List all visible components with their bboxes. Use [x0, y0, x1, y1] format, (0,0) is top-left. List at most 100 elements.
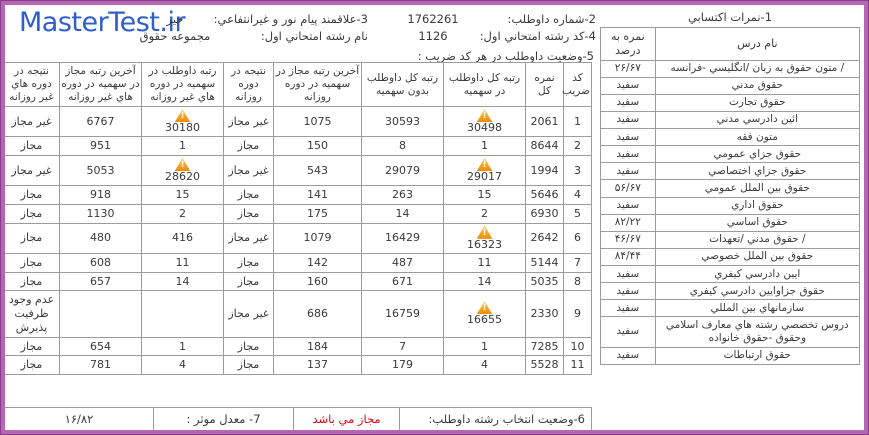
course-score: ۵۶/۶۷ [600, 179, 656, 198]
site-logo[interactable]: MasterTest.ir [19, 7, 186, 38]
course-row: حقوق اداري سفيد [600, 196, 861, 215]
result-cell: 10 [563, 336, 592, 357]
result-cell: مجاز [223, 271, 274, 292]
result-cell: 4 [563, 185, 592, 206]
course-score: سفيد [600, 316, 656, 348]
course-score: سفيد [600, 282, 656, 301]
warning-icon [174, 158, 191, 172]
result-cell: 14 [361, 204, 444, 224]
course-score: سفيد [600, 110, 656, 130]
result-cell: 2061 [525, 106, 564, 138]
column-header: رتبه داوطلب در سهميه در دوره هاي غير روز… [141, 61, 224, 108]
result-cell: مجاز [223, 204, 274, 224]
warning-icon [476, 158, 493, 172]
result-row: 5 6930 2 14 175 مجاز 2 1130 مجاز [5, 204, 592, 224]
result-row: 319942901729079543غير مجاز286205053غير م… [5, 155, 592, 187]
result-cell: 5528 [525, 355, 564, 376]
result-cell: 29017 [443, 155, 526, 187]
course-score: سفيد [600, 196, 656, 215]
result-cell: 4 [443, 355, 526, 376]
warning-icon [476, 301, 493, 315]
coefficient-status-table: كد ضريب نمره كل رتبه كل داوطلب در سهميه رتب… [5, 61, 592, 376]
result-cell: 543 [273, 155, 362, 187]
result-cell: 16655 [443, 290, 526, 338]
result-cell: مجاز [5, 204, 60, 224]
course-row: حقوق جزاي اختصاصي سفيد [600, 162, 861, 181]
result-cell: 30180 [141, 106, 224, 138]
course-score: سفيد [600, 76, 656, 95]
column-header: رتبه كل داوطلب در سهميه [443, 61, 526, 108]
result-cell: 7 [361, 336, 444, 357]
result-cell: مجاز [5, 185, 60, 206]
result-row: 7 5144 11 487 142 مجاز 11 608 مجاز [5, 252, 592, 273]
result-cell: 5 [563, 204, 592, 224]
result-cell: 1 [443, 136, 526, 157]
warning-icon [174, 109, 191, 123]
result-cell: 16429 [361, 222, 444, 254]
result-cell: 15 [141, 185, 224, 206]
result-cell: 16759 [361, 290, 444, 338]
result-cell: 28620 [141, 155, 224, 187]
course-name: حقوق اساسي [654, 213, 861, 232]
warning-rank-cell: 30180 [143, 109, 222, 134]
rank-value: 29017 [467, 170, 502, 184]
field-choice-status-value: مجاز مي باشد [293, 408, 399, 430]
course-row: حقوق مدني سفيد [600, 76, 861, 95]
result-cell: 1079 [273, 222, 362, 254]
header-info: 2-شماره داوطلب: 1762261 3-علاقمند پيام ن… [134, 12, 596, 43]
result-cell: 6930 [525, 204, 564, 224]
result-cell: 3 [563, 155, 592, 187]
result-cell: 6767 [59, 106, 142, 138]
warning-icon [476, 225, 493, 239]
result-row: 2 8644 1 8 150 مجاز 1 951 مجاز [5, 136, 592, 157]
result-cell: 16323 [443, 222, 526, 254]
result-cell: 416 [141, 222, 224, 254]
result-cell: 5646 [525, 185, 564, 206]
course-row: حقوق بين الملل عمومي ۵۶/۶۷ [600, 179, 861, 198]
result-cell: 2330 [525, 290, 564, 338]
result-cell: مجاز [223, 252, 274, 273]
result-cell [59, 290, 142, 338]
course-score: سفيد [600, 299, 656, 318]
result-cell: غير مجاز [223, 155, 274, 187]
result-cell: 2642 [525, 222, 564, 254]
course-row: / متون حقوق به زبان /انگليسي -فرانسه ۲۶/۶… [600, 59, 861, 78]
course-name: / متون حقوق به زبان /انگليسي -فرانسه [654, 59, 861, 78]
main-table-header-row: كد ضريب نمره كل رتبه كل داوطلب در سهميه رتب… [5, 61, 592, 108]
result-cell: 150 [273, 136, 362, 157]
warning-icon [476, 109, 493, 123]
result-cell: 480 [59, 222, 142, 254]
result-cell: 137 [273, 355, 362, 376]
result-cell: 1 [141, 336, 224, 357]
result-cell: 7 [563, 252, 592, 273]
result-row: 1206130498305931075غير مجاز301806767غير … [5, 106, 592, 138]
course-name: حقوق مدني [654, 76, 861, 95]
course-row: / حقوق مدني /تعهدات ۴۶/۶۷ [600, 230, 861, 249]
result-cell: 671 [361, 271, 444, 292]
course-name: حقوق بين الملل خصوصي [654, 247, 861, 267]
result-cell: 1130 [59, 204, 142, 224]
course-name: حقوق جزاي عمومي [654, 145, 861, 164]
course-row: حقوق جزاوايين دادرسي كيفري سفيد [600, 282, 861, 301]
result-cell: 1 [141, 136, 224, 157]
result-cell: 14 [443, 271, 526, 292]
course-score: سفيد [600, 93, 656, 112]
coefficient-status-panel: كد ضريب نمره كل رتبه كل داوطلب در سهميه رتب… [5, 61, 592, 376]
result-cell: مجاز [5, 336, 60, 357]
result-cell: مجاز [5, 271, 60, 292]
course-score: ۸۴/۴۴ [600, 247, 656, 267]
result-cell: 263 [361, 185, 444, 206]
result-cell: 29079 [361, 155, 444, 187]
result-cell: 654 [59, 336, 142, 357]
column-header: كد ضريب [562, 61, 592, 108]
result-cell: 30593 [361, 106, 444, 138]
result-cell: 184 [273, 336, 362, 357]
result-cell: 160 [273, 271, 362, 292]
scores-panel: 1-نمرات اكتسابي نام درس نمره به درصد / م… [600, 10, 861, 365]
result-cell: 2 [563, 136, 592, 157]
result-cell: مجاز [5, 136, 60, 157]
result-cell: عدم وجود ظرفيت پذيرش [5, 290, 60, 338]
